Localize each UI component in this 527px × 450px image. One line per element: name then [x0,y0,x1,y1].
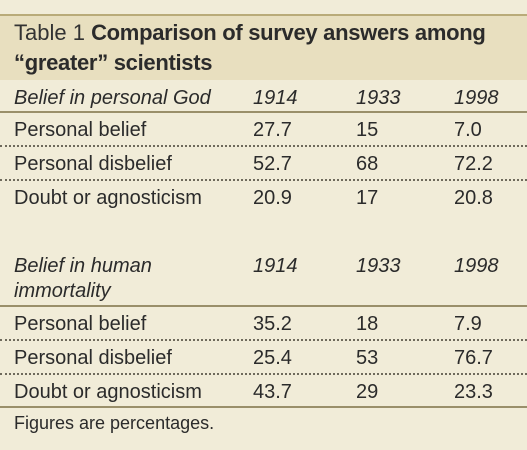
divider [0,111,527,113]
row-value: 52.7 [253,153,292,175]
section-header-label: Belief in personal God [14,87,211,109]
year-header: 1914 [253,87,298,109]
row-value: 68 [356,153,379,175]
row-value: 17 [356,187,379,209]
table-title: Table 1 Comparison of survey answers amo… [0,14,527,80]
table-title-line-1: Table 1 Comparison of survey answers amo… [14,20,486,46]
table-number: Table 1 [14,20,85,45]
row-value: 27.7 [253,119,292,141]
row-value: 7.9 [454,313,482,335]
section-header-label: immortality [14,280,111,302]
row-value: 43.7 [253,381,292,403]
divider [0,406,527,408]
dotted-divider [0,373,527,375]
section-header-label: Belief in human [14,255,152,277]
row-value: 20.9 [253,187,292,209]
row-value: 35.2 [253,313,292,335]
row-value: 20.8 [454,187,493,209]
dotted-divider [0,339,527,341]
table-title-text-1: Comparison of survey answers among [91,20,486,45]
dotted-divider [0,179,527,181]
row-value: 72.2 [454,153,493,175]
row-label: Personal disbelief [14,347,172,369]
row-label: Personal belief [14,313,147,335]
row-value: 53 [356,347,379,369]
row-value: 18 [356,313,379,335]
year-header: 1933 [356,255,401,277]
row-label: Doubt or agnosticism [14,381,202,403]
table-title-text-2: “greater” scientists [14,50,213,75]
table-title-line-2: “greater” scientists [14,50,213,76]
row-label: Personal disbelief [14,153,172,175]
year-header: 1933 [356,87,401,109]
table-footnote: Figures are percentages. [14,413,215,433]
row-value: 76.7 [454,347,493,369]
row-label: Personal belief [14,119,147,141]
divider [0,305,527,307]
row-value: 15 [356,119,379,141]
row-value: 25.4 [253,347,292,369]
year-header: 1914 [253,255,298,277]
year-header: 1998 [454,255,499,277]
row-value: 29 [356,381,379,403]
year-header: 1998 [454,87,499,109]
dotted-divider [0,145,527,147]
row-label: Doubt or agnosticism [14,187,202,209]
row-value: 7.0 [454,119,482,141]
row-value: 23.3 [454,381,493,403]
